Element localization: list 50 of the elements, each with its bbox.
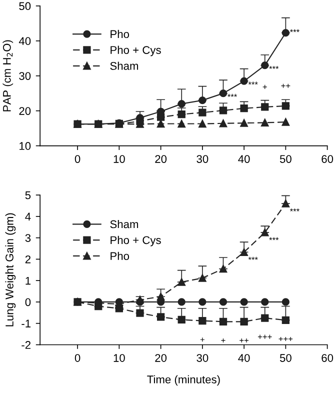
x-tick-label: 30 xyxy=(196,155,208,163)
annotation: + xyxy=(200,338,204,342)
legend-label: Pho + Cys xyxy=(110,46,161,56)
y-tick-label: 3 xyxy=(25,234,31,242)
y-tick-label: 1 xyxy=(26,276,31,285)
annotation: ++ xyxy=(281,84,290,88)
x-tick-label: 10 xyxy=(114,155,125,163)
annotation: + xyxy=(262,84,267,89)
legend-label: Pho xyxy=(110,252,130,260)
y-tick-label: 4 xyxy=(25,212,31,220)
x-tick-label: 50 xyxy=(280,155,292,163)
y-tick-label: 20 xyxy=(19,107,31,115)
annotation: *** xyxy=(269,66,279,69)
annotation: *** xyxy=(248,256,258,260)
x-tick-label: 20 xyxy=(155,354,167,362)
legend-label: Pho + Cys xyxy=(110,236,161,246)
y-tick-label: 40 xyxy=(18,37,31,46)
annotation: *** xyxy=(269,237,279,240)
x-tick-label: 60 xyxy=(322,155,334,163)
annotation: *** xyxy=(290,208,300,212)
annotation: +++ xyxy=(278,336,293,342)
y-axis-title: Lung Weight Gain (gm) xyxy=(5,213,16,326)
x-tick-label: 20 xyxy=(155,155,167,163)
y-tick-label: 30 xyxy=(19,72,31,80)
annotation: *** xyxy=(248,82,258,85)
y-tick-label: -1 xyxy=(22,320,31,328)
x-tick-label: 0 xyxy=(74,354,80,362)
x-axis-title: Time (minutes) xyxy=(147,375,220,386)
annotation: + xyxy=(221,338,226,343)
y-tick-label: 10 xyxy=(20,142,31,150)
y-tick-label: 50 xyxy=(19,2,31,10)
annotation: +++ xyxy=(258,334,272,339)
annotation: ++ xyxy=(240,338,249,343)
y-tick-label: 0 xyxy=(25,298,31,306)
x-tick-label: 40 xyxy=(238,354,250,362)
y-axis-title: PAP (cm H$_{2}$O) xyxy=(2,40,14,112)
y-tick-label: 5 xyxy=(25,191,31,200)
legend-label: Sham xyxy=(110,220,138,228)
x-tick-label: 60 xyxy=(322,354,334,362)
legend-label: Pho xyxy=(110,30,130,38)
x-tick-label: 50 xyxy=(280,354,292,362)
legend-label: Sham xyxy=(110,62,138,70)
annotation: *** xyxy=(290,29,300,32)
x-tick-label: 30 xyxy=(196,354,208,362)
y-tick-label: 2 xyxy=(25,255,30,264)
x-tick-label: 0 xyxy=(74,155,80,163)
x-tick-label: 10 xyxy=(114,354,125,362)
annotation: *** xyxy=(228,94,238,97)
x-tick-label: 40 xyxy=(238,155,250,163)
y-tick-label: -2 xyxy=(22,341,30,349)
